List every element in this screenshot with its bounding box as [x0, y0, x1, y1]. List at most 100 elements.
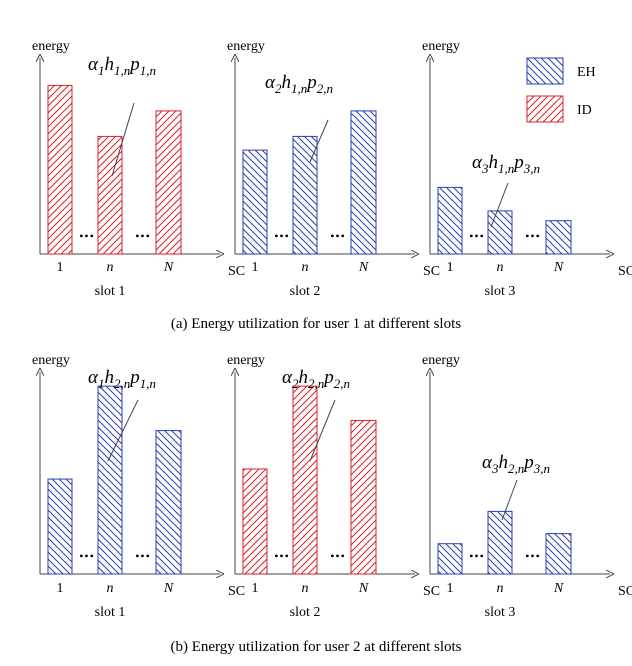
tick-label: N [358, 581, 369, 596]
ellipsis: ••• [330, 229, 346, 243]
annotation-leader-line [107, 399, 139, 462]
formula-p-sub: 2,n [334, 376, 350, 391]
formula-alpha-sub: 3 [481, 161, 489, 176]
formula-annotation: α3h2,np3,n [482, 452, 550, 476]
y-axis-label: energy [32, 353, 70, 368]
formula-annotation: α3h1,np3,n [472, 152, 540, 176]
bar [350, 419, 377, 575]
formula-alpha-sub: 3 [491, 461, 499, 476]
formula-alpha: α [88, 367, 99, 388]
annotation-leader-line [309, 399, 336, 462]
panel-slot-3: energy SC 1 n N ••• ••• slot 3 α3h1,np3,n [422, 39, 632, 299]
y-axis-label: energy [227, 39, 265, 54]
formula-h: h [281, 72, 291, 93]
formula-h-sub: 1,n [498, 161, 514, 176]
slot-label: slot 1 [95, 284, 126, 299]
slot-label: slot 1 [95, 605, 126, 620]
ellipsis: ••• [135, 229, 151, 243]
tick-label: 1 [252, 260, 259, 275]
formula-alpha: α [265, 72, 276, 93]
ellipsis: ••• [79, 229, 95, 243]
bar [487, 210, 513, 255]
bar [47, 478, 73, 575]
tick-label: n [107, 581, 114, 596]
formula-alpha: α [472, 152, 483, 173]
formula-p: p [322, 367, 334, 388]
bar [242, 149, 268, 255]
formula-alpha-sub: 2 [275, 81, 282, 96]
ellipsis: ••• [330, 549, 346, 563]
y-axis-label: energy [422, 39, 460, 54]
tick-label: N [163, 260, 174, 275]
bar [97, 385, 123, 575]
x-axis-label: SC [423, 584, 440, 599]
tick-label: n [302, 581, 309, 596]
formula-annotation: α1h1,np1,n [88, 54, 156, 78]
bar [155, 110, 182, 255]
formula-p-sub: 2,n [317, 81, 333, 96]
x-axis-label: SC [228, 584, 245, 599]
formula-p: p [128, 54, 140, 75]
ellipsis: ••• [469, 549, 485, 563]
formula-p: p [305, 72, 317, 93]
formula-h-sub: 1,n [114, 63, 130, 78]
bar [292, 385, 318, 575]
formula-alpha-sub: 1 [98, 376, 105, 391]
x-axis-label: SC [423, 264, 440, 279]
legend-swatch-id [526, 95, 564, 123]
tick-label: 1 [447, 581, 454, 596]
formula-p: p [512, 152, 524, 173]
tick-label: N [553, 581, 564, 596]
bar [487, 510, 513, 575]
ellipsis: ••• [274, 229, 290, 243]
tick-label: n [107, 260, 114, 275]
formula-h-sub: 1,n [291, 81, 307, 96]
x-axis-label: SC [618, 584, 632, 599]
tick-label: 1 [57, 581, 64, 596]
formula-h: h [498, 452, 508, 473]
bar [437, 543, 463, 575]
tick-label: n [302, 260, 309, 275]
bar [545, 220, 572, 255]
ellipsis: ••• [79, 549, 95, 563]
formula-h: h [488, 152, 498, 173]
formula-h: h [298, 367, 308, 388]
bar [242, 468, 268, 575]
formula-h: h [104, 367, 114, 388]
ellipsis: ••• [274, 549, 290, 563]
tick-label: 1 [447, 260, 454, 275]
formula-h-sub: 2,n [308, 376, 324, 391]
formula-alpha-sub: 1 [98, 63, 105, 78]
ellipsis: ••• [135, 549, 151, 563]
tick-label: N [553, 260, 564, 275]
figure-caption: (b) Energy utilization for user 2 at dif… [170, 639, 461, 655]
formula-h-sub: 2,n [114, 376, 130, 391]
tick-label: n [497, 581, 504, 596]
slot-label: slot 2 [290, 284, 321, 299]
formula-p-sub: 1,n [140, 63, 156, 78]
x-axis-label: SC [618, 264, 632, 279]
formula-annotation: α2h1,np2,n [265, 72, 333, 96]
formula-alpha: α [482, 452, 493, 473]
formula-p-sub: 3,n [533, 461, 550, 476]
bar [437, 186, 463, 255]
annotation-leader-line [501, 479, 518, 521]
formula-annotation: α2h2,np2,n [282, 367, 350, 391]
formula-annotation: α1h2,np1,n [88, 367, 156, 391]
annotation-leader-line [309, 119, 329, 163]
panel-slot-2: energy SC 1 n N ••• ••• slot 2 α2h1,np2,n [227, 39, 440, 299]
formula-p-sub: 1,n [140, 376, 156, 391]
formula-h: h [104, 54, 114, 75]
ellipsis: ••• [525, 549, 541, 563]
tick-label: N [358, 260, 369, 275]
tick-label: 1 [252, 581, 259, 596]
x-axis-label: SC [228, 264, 245, 279]
tick-label: 1 [57, 260, 64, 275]
legend: EH ID [526, 57, 596, 123]
y-axis-label: energy [422, 353, 460, 368]
panel-slot-3: energy SC 1 n N ••• ••• slot 3 α3h2,np3,n [422, 353, 632, 620]
figure-caption: (a) Energy utilization for user 1 at dif… [171, 316, 461, 332]
